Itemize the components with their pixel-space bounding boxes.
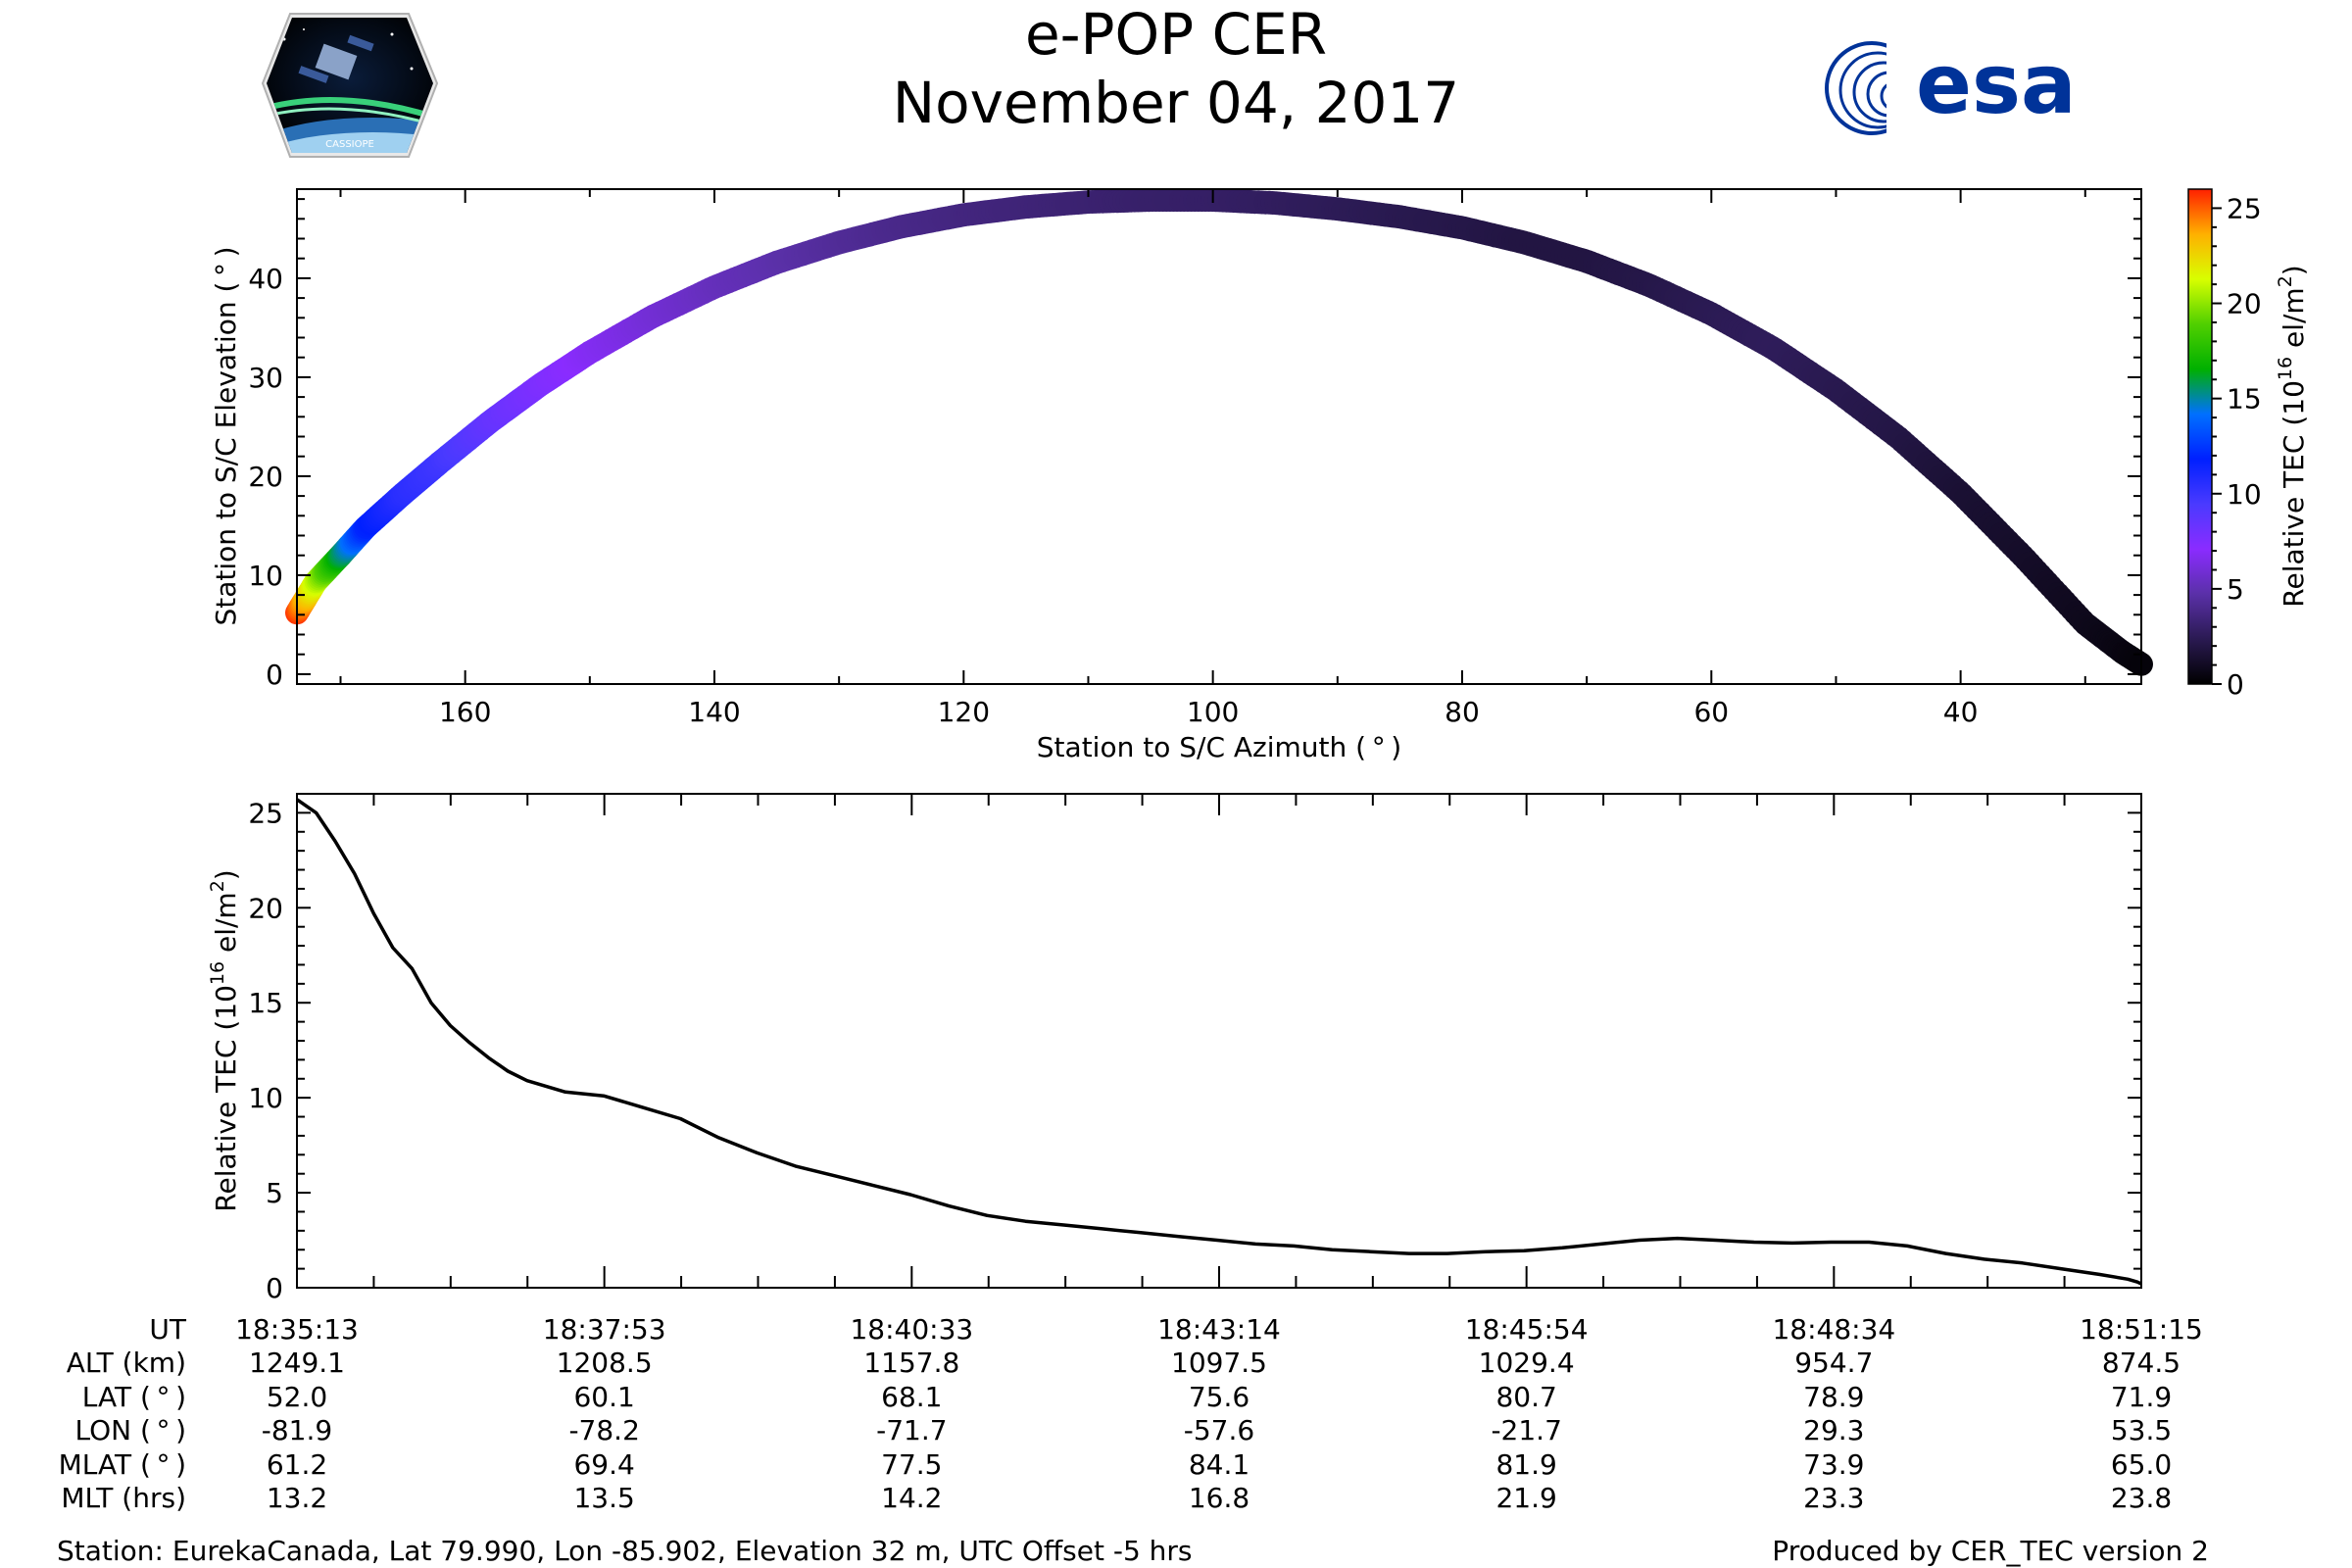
bottom-y-ticks: 0 5 10 15 20 25 [248,797,2141,1304]
colorbar-tick-label: 25 [2227,192,2262,224]
bottom-y-tick-label: 10 [248,1082,283,1114]
bottom-y-tick-label: 0 [266,1272,283,1304]
ephemeris-cell: 16.8 [1189,1482,1250,1514]
ephemeris-cell: 71.9 [2111,1381,2172,1413]
ephemeris-cell: 18:35:13 [235,1313,359,1346]
ephemeris-cell: 65.0 [2111,1448,2172,1481]
station-info: Station: EurekaCanada, Lat 79.990, Lon -… [57,1535,1193,1567]
ephemeris-cell: -71.7 [876,1414,947,1446]
ephemeris-row-label: LAT ( ° ) [82,1381,186,1413]
esa-logo-text: esa [1916,36,2077,132]
top-x-tick-label: 40 [1943,696,1979,728]
ephemeris-cell: 52.0 [267,1381,327,1413]
ephemeris-cell: 53.5 [2111,1414,2172,1446]
ephemeris-cell: 23.8 [2111,1482,2172,1514]
colorbar: 0 5 10 15 20 25 Relative TEC (1016 el/m2) [2187,188,2310,701]
ephemeris-cell: 18:51:15 [2080,1313,2203,1346]
ephemeris-cell: 21.9 [1495,1482,1556,1514]
ephemeris-cell: 18:48:34 [1772,1313,1895,1346]
bottom-y-label: Relative TEC (1016 el/m2) [207,869,242,1211]
chart-title: e-POP CER [1024,1,1328,68]
ephemeris-cell: 13.2 [267,1482,327,1514]
top-y-tick-label: 20 [248,461,283,493]
ephemeris-cell: 69.4 [573,1448,634,1481]
colorbar-tick-label: 0 [2227,668,2244,701]
top-x-tick-label: 80 [1445,696,1480,728]
colorbar-tick-label: 10 [2227,478,2262,511]
top-y-tick-label: 40 [248,263,283,295]
ephemeris-cell: 78.9 [1803,1381,1864,1413]
colorbar-ticks: 0 5 10 15 20 25 [2212,192,2262,701]
ephemeris-cell: 29.3 [1803,1414,1864,1446]
ephemeris-cell: 954.7 [1794,1347,1873,1379]
ephemeris-cell: 84.1 [1189,1448,1250,1481]
ephemeris-cell: 18:45:54 [1465,1313,1589,1346]
tec-time-plot: 0 5 10 15 20 25 Relative TEC (1016 el/m2) [207,793,2142,1304]
ephemeris-cell: 60.1 [573,1381,634,1413]
bottom-y-tick-label: 25 [248,797,283,829]
ephemeris-cell: -21.7 [1491,1414,1561,1446]
top-x-tick-label: 120 [938,696,990,728]
colorbar-tick-label: 5 [2227,573,2244,606]
ephemeris-cell: 1157.8 [863,1347,959,1379]
top-x-ticks: 160 140 120 100 80 60 40 [339,189,2086,728]
colorbar-scale [2187,188,2213,685]
ephemeris-cell: 13.5 [573,1482,634,1514]
top-x-tick-label: 100 [1187,696,1239,728]
ephemeris-cell: 1208.5 [557,1347,653,1379]
ephemeris-cell: 18:37:53 [543,1313,666,1346]
top-x-tick-label: 160 [439,696,491,728]
ephemeris-cell: -81.9 [262,1414,332,1446]
cassiope-logo-text: CASSIOPE [325,139,374,150]
colorbar-tick-label: 20 [2227,288,2262,320]
ephemeris-row-label: ALT (km) [67,1347,186,1379]
ephemeris-cell: 18:43:14 [1157,1313,1281,1346]
ephemeris-cell: 61.2 [267,1448,327,1481]
ephemeris-row-label: MLAT ( ° ) [59,1448,186,1481]
colorbar-tick-label: 15 [2227,383,2262,416]
ephemeris-cell: 18:40:33 [850,1313,973,1346]
top-x-label: Station to S/C Azimuth ( ° ) [1037,731,1401,763]
top-y-tick-label: 0 [266,659,283,691]
ephemeris-cell: 68.1 [881,1381,942,1413]
ephemeris-cell: 73.9 [1803,1448,1864,1481]
ephemeris-cell: 1249.1 [249,1347,345,1379]
ephemeris-cell: 80.7 [1495,1381,1556,1413]
chart-date: November 04, 2017 [892,70,1460,136]
bottom-y-tick-label: 15 [248,987,283,1019]
top-y-tick-label: 30 [248,362,283,394]
bottom-x-ticks [296,794,2142,1288]
ephemeris-cell: 75.6 [1189,1381,1250,1413]
elevation-azimuth-plot: 160 140 120 100 80 60 40 0 10 20 30 40 Station to … [210,188,2153,763]
produced-by: Produced by CER_TEC version 2 [1772,1535,2209,1567]
ephemeris-cell: 1029.4 [1479,1347,1575,1379]
colorbar-label: Relative TEC (1016 el/m2) [2275,265,2310,607]
ephemeris-row-label: UT [149,1313,186,1346]
top-x-tick-label: 140 [688,696,740,728]
bottom-y-tick-label: 5 [266,1177,283,1209]
ephemeris-cell: 77.5 [881,1448,942,1481]
ephemeris-row-label: LON ( ° ) [74,1414,186,1446]
ephemeris-cell: 1097.5 [1171,1347,1267,1379]
ephemeris-cell: -57.6 [1184,1414,1254,1446]
ephemeris-cell: 81.9 [1495,1448,1556,1481]
ephemeris-cell: -78.2 [568,1414,639,1446]
ephemeris-cell: 23.3 [1803,1482,1864,1514]
ephemeris-cell: 874.5 [2102,1347,2180,1379]
esa-logo: esa [1825,36,2077,147]
top-y-tick-label: 10 [248,560,283,592]
satellite-track [285,188,2153,676]
top-x-tick-label: 60 [1693,696,1729,728]
bottom-y-tick-label: 20 [248,892,283,924]
top-y-ticks: 0 10 20 30 40 [248,198,2141,691]
tec-line [296,798,2142,1286]
ephemeris-cell: 14.2 [881,1482,942,1514]
cassiope-logo: CASSIOPE [261,13,439,158]
ephemeris-row-label: MLT (hrs) [61,1482,186,1514]
top-y-label: Station to S/C Elevation ( ° ) [210,246,242,625]
